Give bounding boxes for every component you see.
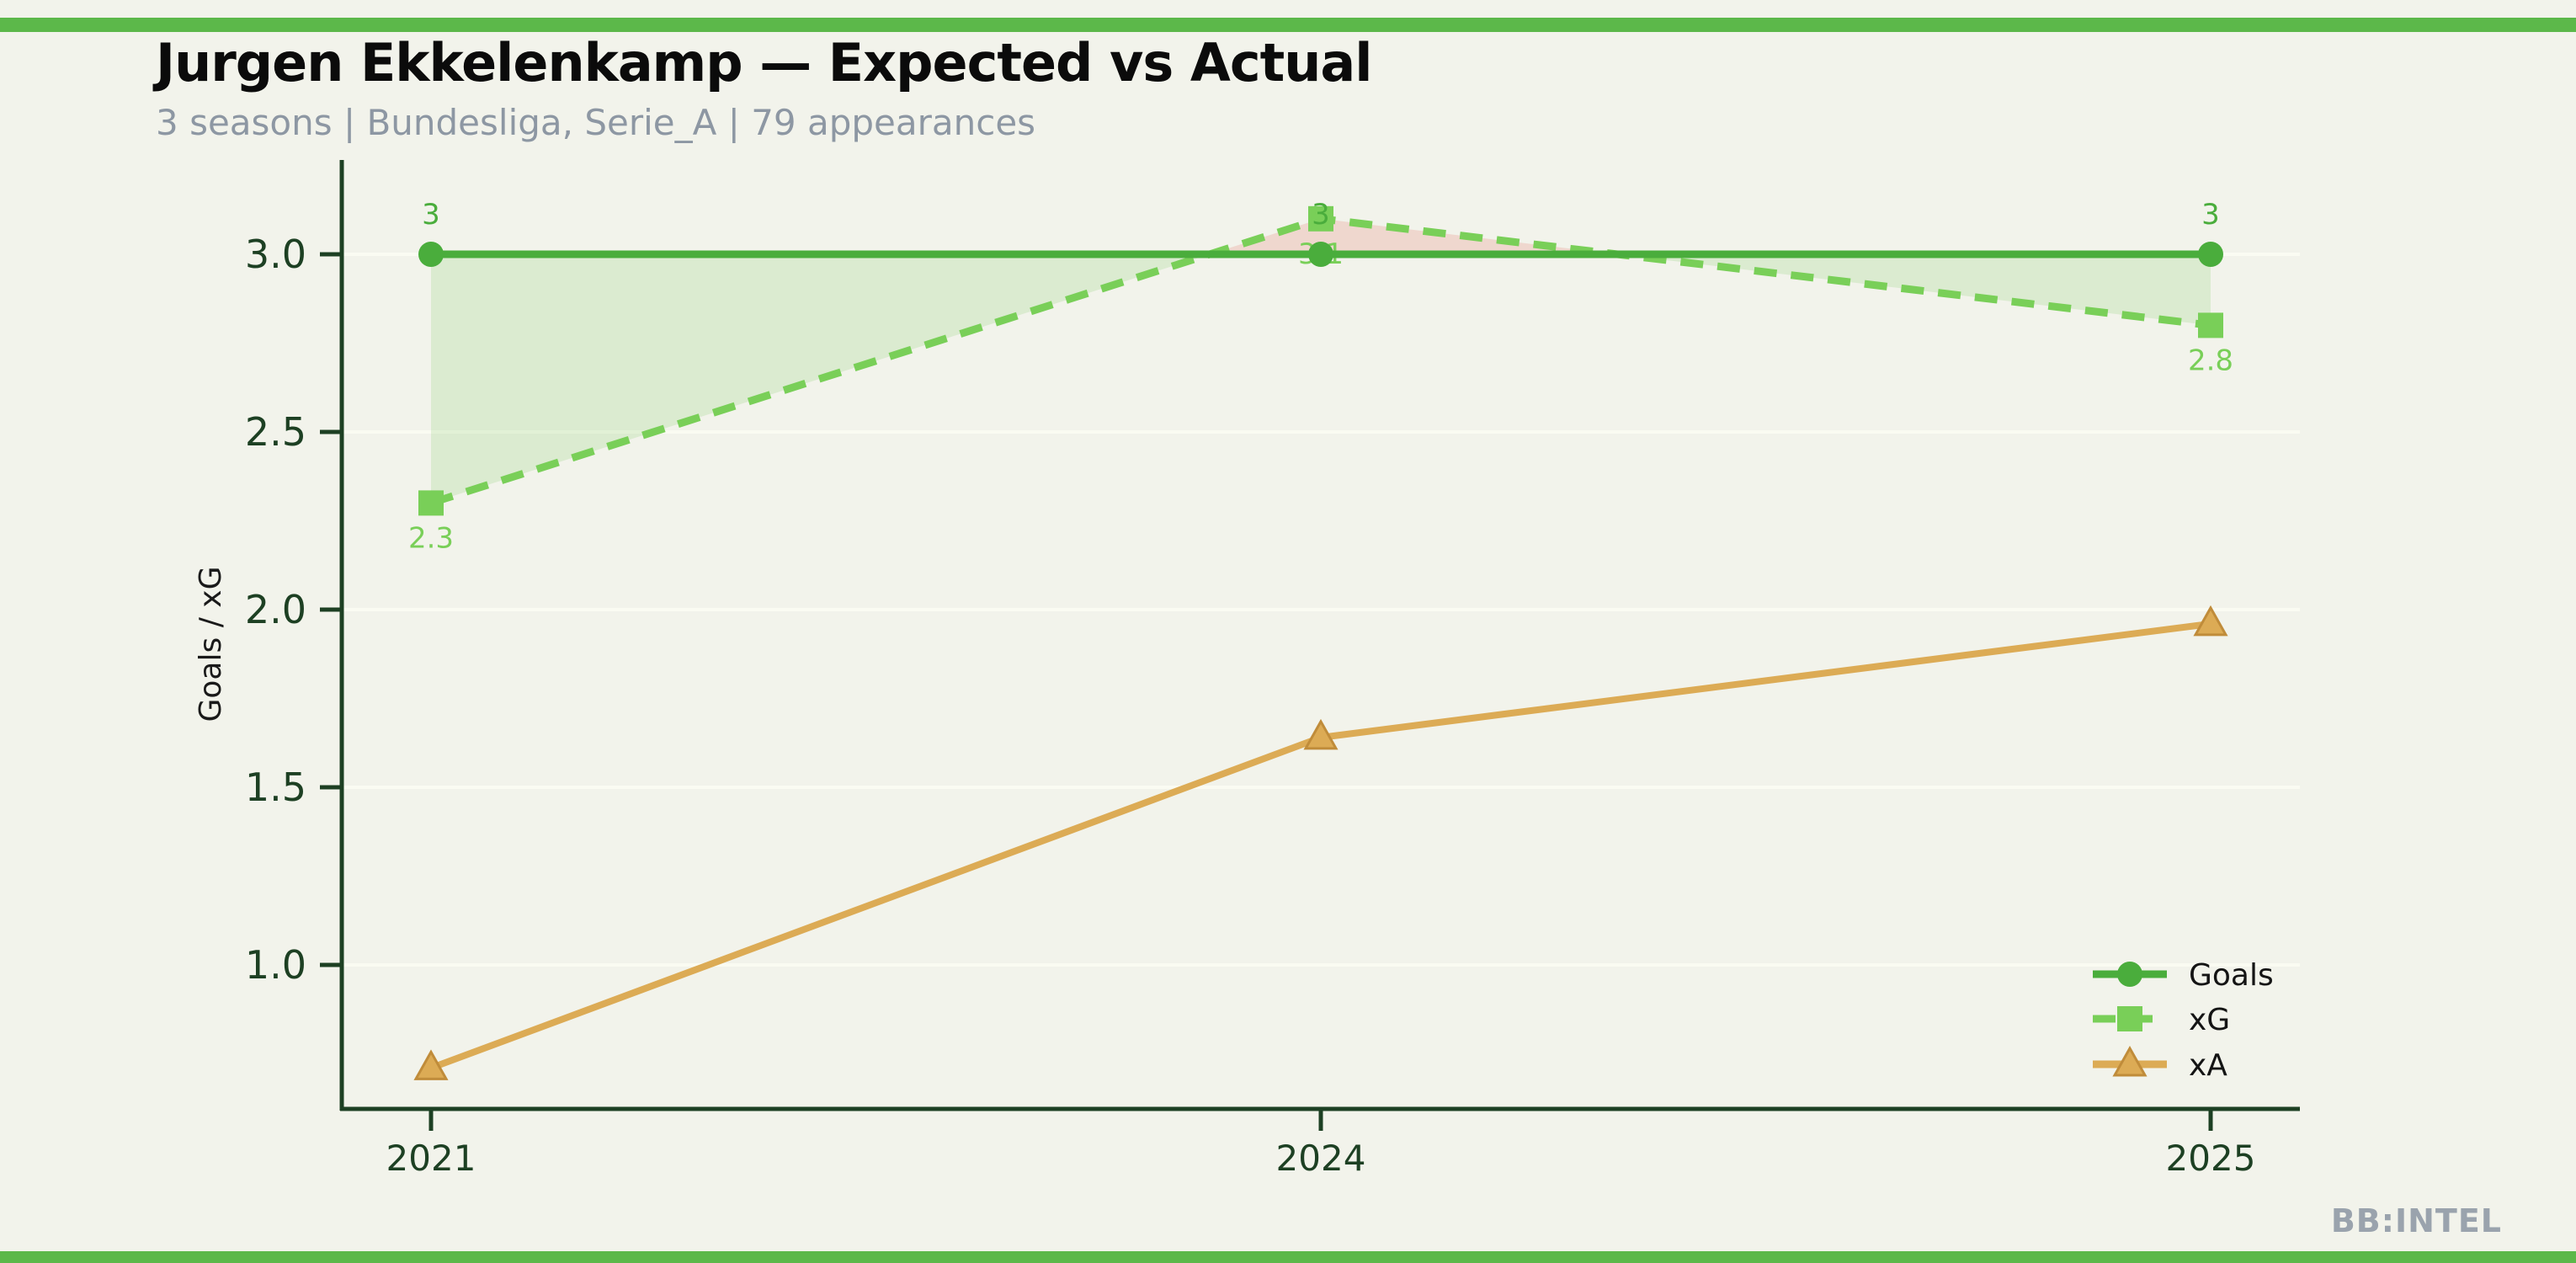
chart-header: Jurgen Ekkelenkamp — Expected vs Actual … (156, 32, 1372, 143)
y-tick-label: 1.5 (245, 765, 306, 810)
y-axis-title: Goals / xG (194, 567, 228, 722)
brand-watermark: BB:INTEL (2330, 1202, 2502, 1239)
legend-item-xg: xG (2093, 1003, 2230, 1037)
data-point-triangle (1303, 718, 1339, 750)
goals-point-label: 3 (2201, 198, 2220, 232)
data-point-circle (1308, 242, 1333, 267)
top-accent-bar (0, 18, 2576, 32)
legend-item-goals: Goals (2093, 958, 2274, 993)
data-point-circle (2117, 962, 2142, 987)
legend-label: xA (2189, 1048, 2227, 1083)
data-point-circle (2198, 242, 2223, 267)
y-tick-label: 2.5 (245, 409, 306, 455)
series-goals: 3 3 3 (418, 198, 2223, 267)
data-point-circle (418, 242, 444, 267)
goals-point-label: 3 (422, 198, 440, 232)
underperformance-fill (1209, 218, 1618, 254)
page-title: Jurgen Ekkelenkamp — Expected vs Actual (156, 32, 1372, 93)
x-tick-label: 2025 (2166, 1138, 2256, 1179)
y-tick-label: 2.0 (245, 587, 306, 632)
data-point-square (2117, 1006, 2142, 1031)
overperformance-fill (1617, 254, 2211, 326)
x-tick-label: 2024 (1276, 1138, 1366, 1179)
bottom-accent-bar (0, 1251, 2576, 1263)
series-xa (413, 605, 2228, 1080)
data-point-square (418, 490, 444, 516)
legend-item-xa: xA (2093, 1045, 2227, 1083)
legend-label: xG (2189, 1003, 2230, 1037)
data-point-triangle (2193, 605, 2228, 637)
xg-point-label: 2.8 (2188, 344, 2233, 377)
y-tick-label: 3.0 (245, 232, 306, 277)
axes: 1.0 1.5 2.0 2.5 3.0 2021 2024 2025 Goals / xG (194, 160, 2300, 1179)
xa-line (429, 620, 2211, 1072)
data-point-square (1308, 205, 1333, 232)
data-point-triangle (413, 1049, 449, 1080)
page-subtitle: 3 seasons | Bundesliga, Serie_A | 79 app… (156, 102, 1036, 143)
data-point-triangle (2112, 1045, 2148, 1077)
legend-label: Goals (2189, 958, 2274, 993)
xg-point-label: 2.3 (408, 521, 454, 555)
goals-point-label: 3 (1312, 198, 1330, 232)
x-tick-label: 2021 (386, 1138, 476, 1179)
y-tick-label: 1.0 (245, 942, 306, 988)
data-point-square (2198, 312, 2223, 338)
series-xg: 2.33.12.8 (408, 205, 2233, 555)
legend: Goals xG xA (2093, 958, 2274, 1083)
